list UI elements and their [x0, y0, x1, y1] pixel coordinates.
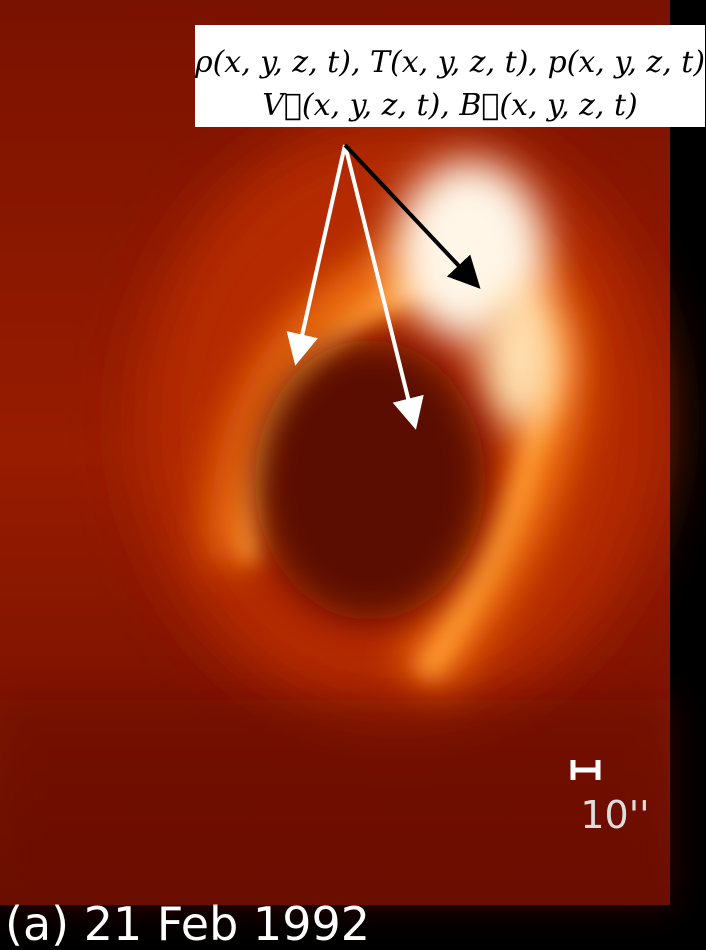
arrow [343, 143, 481, 289]
solar-image [0, 0, 670, 905]
scale-bar [570, 760, 601, 780]
annotation-line: V⃗(x, y, z, t), B⃗(x, y, z, t) [262, 88, 638, 123]
annotation-box [195, 25, 705, 127]
scale-label: 10'' [580, 793, 649, 837]
annotation-line: ρ(x, y, z, t), T(x, y, z, t), p(x, y, z,… [194, 45, 705, 80]
caption: (a) 21 Feb 1992 [5, 897, 370, 950]
arrow [343, 144, 424, 430]
arrow [286, 144, 347, 366]
